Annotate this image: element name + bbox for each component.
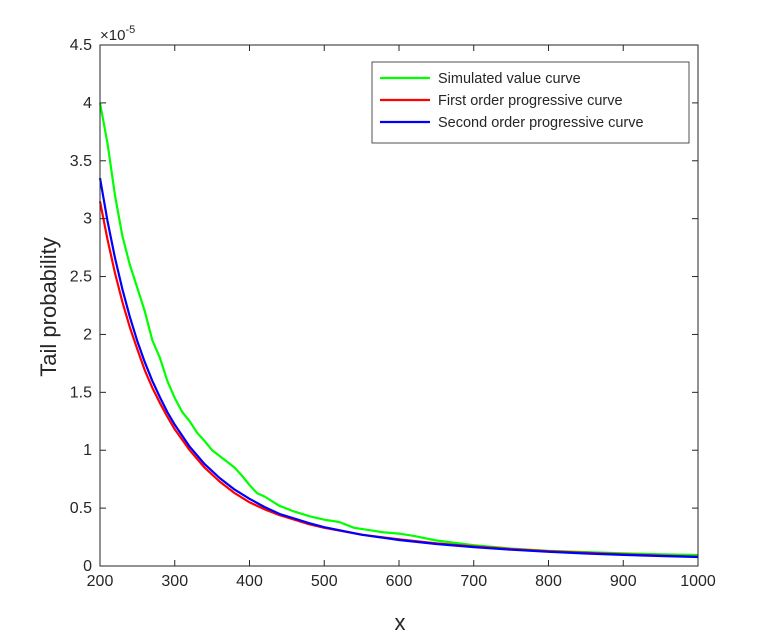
x-tick-label: 400 [236, 573, 263, 590]
series-line-3 [98, 177, 699, 559]
y-tick-label: 1.5 [70, 384, 92, 401]
y-axis-ticks: 0 0.5 1 1.5 2 2.5 3 3.5 4 4.5 [70, 37, 698, 575]
legend-label-3: Second order progressive curve [438, 115, 644, 131]
x-tick-label: 300 [161, 573, 188, 590]
x-tick-label: 900 [610, 573, 637, 590]
legend-label-1: Simulated value curve [438, 71, 581, 87]
x-tick-label: 500 [311, 573, 338, 590]
series-line-1 [98, 102, 699, 557]
x-axis-label: x [395, 610, 406, 635]
y-tick-label: 0 [83, 558, 92, 575]
x-tick-label: 200 [87, 573, 114, 590]
y-tick-label: 4.5 [70, 37, 92, 54]
y-tick-label: 3.5 [70, 153, 92, 170]
x-tick-label: 600 [386, 573, 413, 590]
x-tick-label: 700 [460, 573, 487, 590]
x-tick-label: 800 [535, 573, 562, 590]
legend-box [371, 61, 690, 144]
y-tick-label: 0.5 [70, 500, 92, 517]
legend-label-2: First order progressive curve [438, 93, 623, 109]
y-axis-label: Tail probability [36, 237, 61, 376]
x-tick-label: 1000 [680, 573, 716, 590]
legend: Simulated value curve First order progres… [371, 61, 690, 144]
y-tick-label: 3 [83, 211, 92, 228]
y-tick-label: 1 [83, 442, 92, 459]
y-tick-label: 4 [83, 95, 92, 112]
y-axis-exponent-power: -5 [125, 24, 135, 36]
y-axis-exponent-base: ×10 [100, 27, 125, 44]
x-axis-ticks: 200 300 400 500 600 700 800 900 1000 [87, 45, 716, 590]
y-tick-label: 2 [83, 326, 92, 343]
plot-series-group [98, 102, 699, 559]
y-axis-exponent: ×10-5 [100, 24, 135, 44]
y-tick-label: 2.5 [70, 269, 92, 286]
